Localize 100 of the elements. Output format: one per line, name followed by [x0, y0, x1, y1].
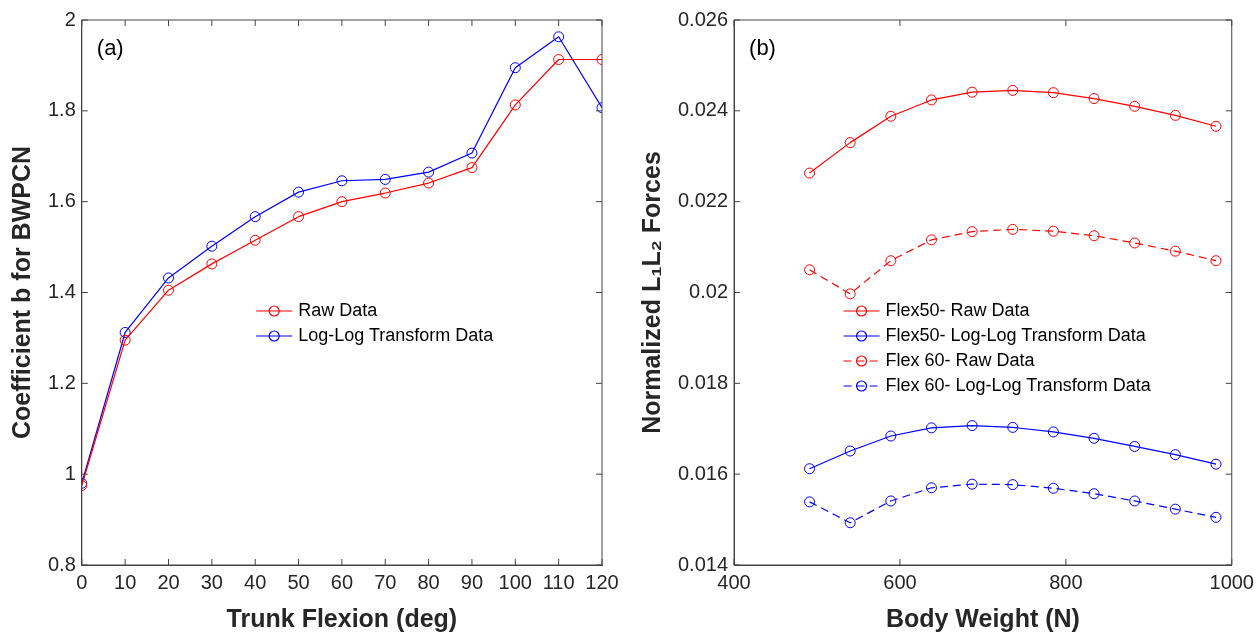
- point: [1047, 482, 1059, 494]
- point: [466, 147, 478, 159]
- point: [163, 284, 174, 296]
- x-tick-label: 60: [330, 570, 354, 593]
- point: [206, 258, 218, 270]
- point: [966, 86, 978, 98]
- x-tick-label: 30: [200, 570, 223, 593]
- y-tick-label: 1.2: [47, 370, 76, 393]
- point: [163, 272, 174, 284]
- point: [119, 334, 131, 346]
- point: [1007, 223, 1019, 235]
- legend-label: Flex50- Log-Log Transform Data: [885, 324, 1147, 345]
- x-axis-title: Trunk Flexion (deg): [226, 603, 458, 632]
- point: [379, 187, 391, 199]
- y-axis-title: Coefficient b for BWPCN: [6, 145, 35, 440]
- point: [925, 234, 937, 246]
- y-tick-label: 0.016: [677, 461, 729, 484]
- x-tick-label: 20: [157, 570, 180, 593]
- point: [966, 226, 978, 238]
- y-tick-label: 0.024: [677, 98, 729, 121]
- x-tick-label: 10: [114, 570, 137, 593]
- y-tick-label: 0.022: [677, 189, 729, 212]
- point: [1088, 230, 1100, 242]
- point: [119, 326, 131, 338]
- point: [206, 240, 218, 252]
- point: [1047, 87, 1059, 99]
- point: [844, 445, 856, 457]
- point: [1047, 426, 1059, 438]
- point: [553, 54, 565, 66]
- x-tick-label: 100: [498, 570, 532, 593]
- legend-label: Raw Data: [298, 299, 379, 320]
- point: [1007, 84, 1019, 96]
- x-tick-label: 120: [585, 570, 619, 593]
- x-tick-label: 110: [542, 570, 575, 593]
- point: [1210, 255, 1222, 267]
- legend-label: Log-Log Transform Data: [298, 324, 495, 345]
- x-tick-label: 90: [460, 570, 484, 593]
- x-tick-label: 1000: [1209, 570, 1254, 593]
- point: [804, 496, 816, 508]
- legend-label: Flex50- Raw Data: [885, 299, 1031, 320]
- x-tick-label: 70: [374, 570, 397, 593]
- point: [1088, 93, 1100, 105]
- point: [804, 463, 816, 475]
- point: [249, 211, 261, 223]
- point: [293, 211, 305, 223]
- point: [509, 62, 521, 74]
- point: [293, 186, 305, 198]
- x-tick-label: 80: [417, 570, 440, 593]
- point: [1210, 458, 1222, 470]
- point: [925, 94, 937, 106]
- point: [844, 288, 856, 300]
- point: [1169, 109, 1181, 121]
- point: [1169, 245, 1181, 257]
- point: [1210, 120, 1222, 132]
- point: [925, 482, 937, 494]
- point: [844, 517, 856, 529]
- point: [1210, 511, 1222, 523]
- annotation: (b): [749, 35, 776, 61]
- point: [925, 422, 937, 434]
- point: [336, 175, 348, 187]
- point: [885, 110, 897, 122]
- point: [553, 31, 565, 43]
- point: [1007, 421, 1019, 433]
- point: [804, 167, 816, 179]
- point: [1047, 225, 1059, 237]
- y-tick-label: 1: [64, 461, 76, 484]
- point: [844, 137, 856, 149]
- point: [1007, 479, 1019, 491]
- x-tick-label: 600: [883, 570, 917, 593]
- point: [885, 430, 897, 442]
- point: [423, 177, 435, 189]
- y-tick-label: 2: [64, 7, 76, 30]
- point: [379, 173, 391, 185]
- point: [966, 420, 978, 432]
- x-tick-label: 50: [287, 570, 310, 593]
- point: [804, 264, 816, 276]
- x-tick-label: 40: [244, 570, 267, 593]
- y-tick-label: 0.02: [689, 280, 729, 303]
- point: [885, 255, 897, 267]
- y-axis-title: Normalized L₁L₂ Forces: [636, 151, 665, 434]
- y-tick-label: 1.6: [47, 189, 76, 212]
- point: [249, 234, 261, 246]
- y-tick-label: 1.4: [47, 280, 76, 303]
- point: [1129, 440, 1141, 452]
- point: [1129, 237, 1141, 249]
- point: [423, 166, 435, 178]
- point: [966, 478, 978, 490]
- x-tick-label: 0: [76, 570, 88, 593]
- point: [1129, 495, 1141, 507]
- point: [1088, 488, 1100, 500]
- point: [466, 162, 478, 174]
- point: [1169, 449, 1181, 461]
- annotation: (a): [96, 35, 124, 61]
- legend-label: Flex 60- Log-Log Transform Data: [885, 374, 1152, 395]
- y-tick-label: 0.026: [677, 7, 729, 30]
- point: [1129, 100, 1141, 112]
- point: [1088, 432, 1100, 444]
- y-tick-label: 0.018: [677, 370, 729, 393]
- legend-label: Flex 60- Raw Data: [885, 349, 1036, 370]
- point: [336, 196, 348, 208]
